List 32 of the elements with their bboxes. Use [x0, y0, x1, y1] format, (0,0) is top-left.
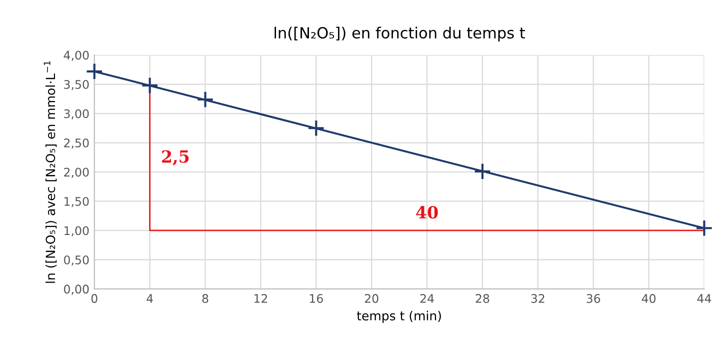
x-tick-label: 32: [531, 294, 544, 303]
x-tick-label: 36: [586, 294, 600, 303]
y-tick-label: 0,00: [64, 284, 89, 295]
x-tick-label: 20: [364, 294, 378, 303]
y-tick-label: 1,50: [64, 196, 89, 208]
point: [696, 219, 713, 237]
y-axis-title: ln ([N₂O₅]) avec [N₂O₅] en mmol·L$^{−1}$: [44, 61, 57, 283]
point: [86, 62, 104, 80]
y-tick-label: 3,00: [64, 109, 89, 120]
y-tick-label: 1,00: [64, 226, 89, 236]
x-tick-label: 8: [202, 294, 208, 303]
point: [196, 90, 214, 108]
point: [307, 119, 325, 137]
x-tick-label: 16: [310, 294, 323, 303]
annotation: 2,5: [162, 150, 189, 166]
point: [474, 162, 492, 180]
y-tick-label: 0,50: [64, 255, 89, 266]
x-tick-label: 0: [91, 294, 98, 303]
y-tick-label: 2,50: [64, 138, 89, 149]
y-tick-label: 3,50: [64, 80, 89, 90]
x-tick-label: 4: [146, 294, 153, 303]
x-axis-title: temps t (min): [356, 310, 441, 323]
x-tick-label: 28: [476, 294, 490, 303]
x-tick-label: 40: [642, 294, 656, 303]
y-tick-label: 4,00: [64, 50, 89, 61]
x-tick-label: 44: [697, 294, 712, 303]
y-tick-label: 2,00: [64, 168, 89, 178]
annotation: 40: [416, 206, 438, 219]
chart-title: ln([N₂O₅]) en fonction du temps t: [274, 26, 526, 42]
x-tick-label: 24: [420, 294, 434, 303]
point: [141, 76, 159, 94]
x-tick-label: 12: [254, 294, 268, 303]
